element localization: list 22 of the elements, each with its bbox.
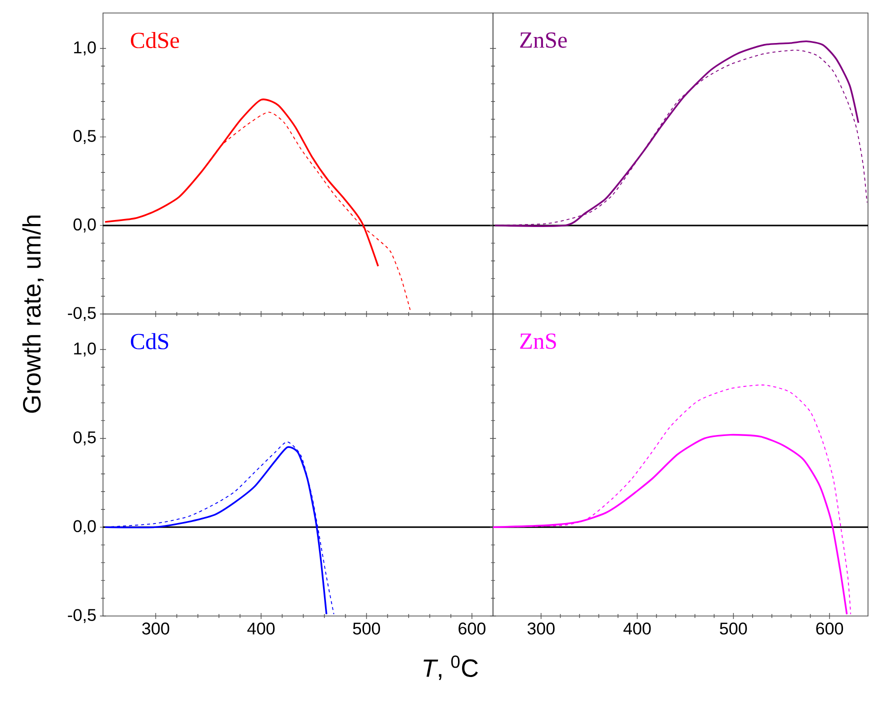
x-tick-label: 300 <box>142 622 170 635</box>
text: CdSe <box>130 32 179 48</box>
x-tick-label: 400 <box>247 622 275 635</box>
x-tick-label: 600 <box>458 622 486 635</box>
y-tick-label: 1,0 <box>74 41 96 56</box>
y-tick-label: 0,5 <box>74 130 96 144</box>
text: CdS <box>130 333 168 350</box>
x-tick-label: 600 <box>816 622 844 635</box>
text: ZnS <box>520 333 556 349</box>
y-tick-label: 0,5 <box>74 431 96 446</box>
y-axis-title: Growth rate, um/h <box>22 216 44 413</box>
y-tick-label: 0,0 <box>74 520 96 534</box>
x-axis-title: T, $^{0}$C <box>424 656 478 680</box>
text: ZnSe <box>520 32 567 48</box>
y-tick-label: -0,5 <box>68 608 96 624</box>
x-tick-label: 500 <box>720 622 747 635</box>
y-tick-label: -0,5 <box>68 306 96 322</box>
y-tick-label: 1,0 <box>74 342 96 357</box>
x-tick-label: 300 <box>528 622 555 635</box>
x-tick-label: 500 <box>353 622 380 635</box>
x-tick-label: 400 <box>623 622 651 635</box>
y-tick-label: 0,0 <box>74 218 96 232</box>
